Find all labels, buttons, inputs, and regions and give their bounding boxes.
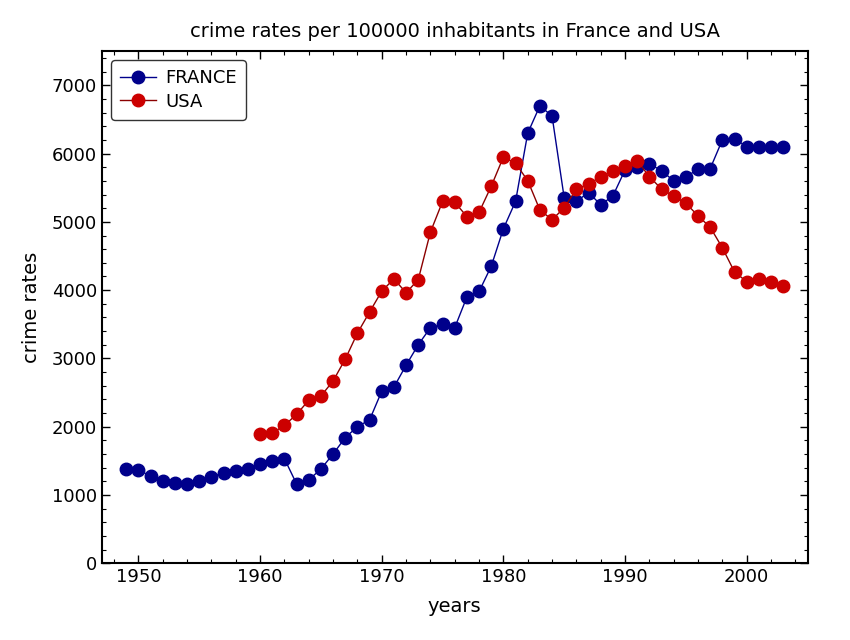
USA	[535, 206, 545, 214]
USA	[255, 431, 265, 438]
USA	[596, 173, 606, 180]
Title: crime rates per 100000 inhabitants in France and USA: crime rates per 100000 inhabitants in Fr…	[190, 22, 720, 42]
USA	[547, 216, 557, 223]
USA	[559, 204, 570, 212]
USA	[583, 180, 593, 188]
USA	[413, 276, 423, 284]
USA	[425, 228, 435, 236]
USA	[681, 199, 691, 207]
USA	[523, 177, 533, 184]
USA	[656, 185, 666, 193]
USA	[620, 162, 630, 170]
USA	[608, 168, 618, 175]
USA	[267, 429, 277, 437]
USA	[438, 198, 448, 205]
FRANCE	[207, 473, 217, 481]
USA	[717, 244, 728, 252]
USA	[462, 212, 472, 220]
Line: USA: USA	[254, 151, 790, 440]
USA	[340, 355, 350, 363]
FRANCE	[377, 387, 387, 395]
FRANCE	[122, 465, 132, 473]
Line: FRANCE: FRANCE	[120, 100, 790, 490]
FRANCE	[778, 143, 788, 150]
USA	[328, 377, 338, 385]
FRANCE	[182, 480, 192, 488]
USA	[377, 287, 387, 295]
USA	[303, 396, 314, 404]
USA	[729, 268, 740, 276]
USA	[766, 278, 776, 286]
USA	[706, 223, 716, 231]
USA	[754, 275, 764, 283]
USA	[571, 185, 581, 193]
USA	[450, 198, 460, 206]
USA	[486, 182, 496, 190]
USA	[280, 422, 290, 429]
USA	[474, 209, 484, 216]
USA	[401, 289, 411, 296]
FRANCE	[729, 135, 740, 143]
Y-axis label: crime rates: crime rates	[22, 252, 41, 363]
USA	[365, 308, 375, 316]
USA	[388, 275, 399, 283]
FRANCE	[766, 143, 776, 150]
FRANCE	[535, 102, 545, 109]
USA	[644, 173, 654, 180]
USA	[778, 282, 788, 290]
USA	[498, 153, 508, 161]
Legend: FRANCE, USA: FRANCE, USA	[111, 60, 246, 120]
USA	[632, 157, 643, 164]
USA	[353, 330, 363, 337]
X-axis label: years: years	[428, 597, 482, 616]
FRANCE	[255, 460, 265, 468]
USA	[741, 278, 751, 285]
FRANCE	[292, 480, 302, 488]
USA	[669, 193, 679, 200]
USA	[511, 159, 521, 167]
USA	[316, 392, 326, 400]
USA	[292, 410, 302, 418]
USA	[693, 212, 703, 220]
